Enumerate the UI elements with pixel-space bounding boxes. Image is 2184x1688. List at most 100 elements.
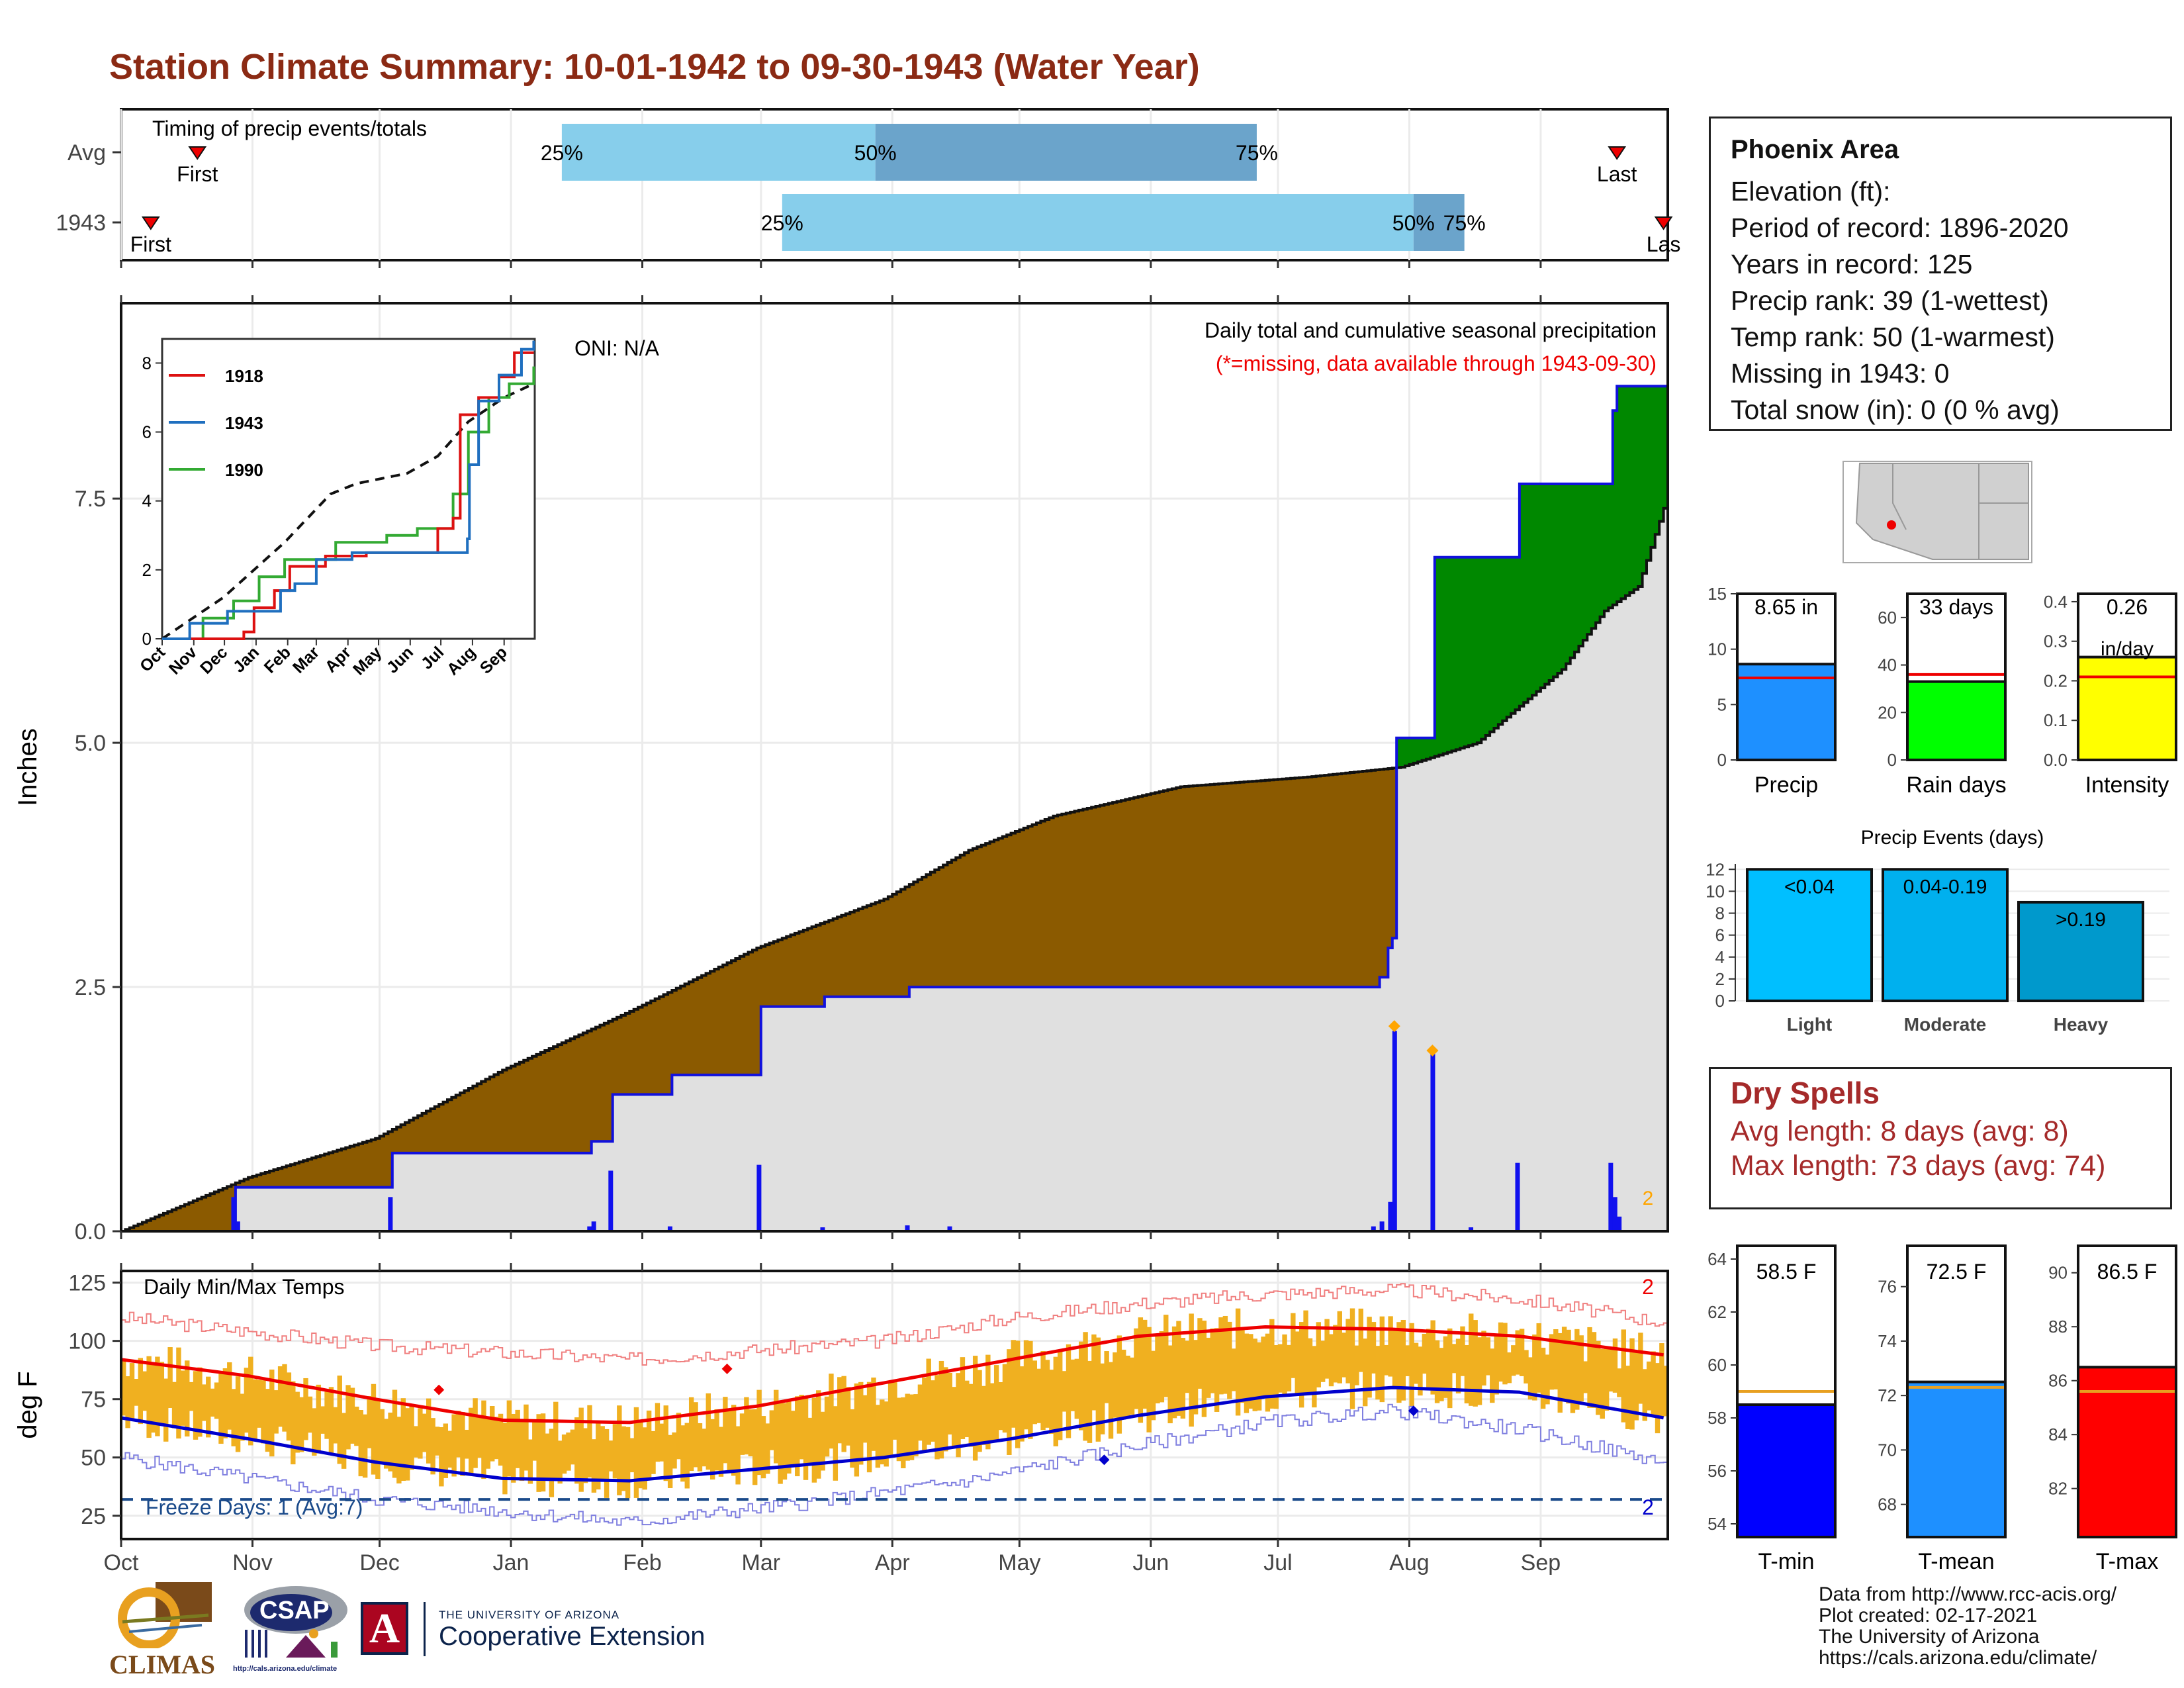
daily-temp-range bbox=[1298, 1322, 1304, 1408]
csap-url: http://cals.arizona.edu/climate bbox=[233, 1665, 338, 1673]
daily-temp-range bbox=[256, 1380, 262, 1428]
daily-temp-range bbox=[1388, 1316, 1393, 1377]
daily-temp-range bbox=[956, 1373, 961, 1458]
daily-temp-range bbox=[349, 1387, 355, 1444]
daily-temp-range bbox=[430, 1418, 435, 1475]
daily-temp-range bbox=[494, 1417, 499, 1460]
daily-temp-range bbox=[1286, 1344, 1292, 1392]
daily-temp-range bbox=[938, 1360, 944, 1459]
daily-temp-range bbox=[778, 1400, 783, 1484]
daily-temp-range bbox=[138, 1358, 144, 1425]
events-bar-label: >0.19 bbox=[2056, 909, 2106, 931]
daily-temp-range bbox=[960, 1357, 966, 1439]
daily-precip-bar bbox=[820, 1227, 825, 1231]
daily-temp-range bbox=[884, 1401, 889, 1467]
station-elevation: Elevation (ft): bbox=[1731, 176, 1891, 207]
daily-temp-range bbox=[1044, 1360, 1050, 1428]
first-event-label: First bbox=[177, 162, 218, 186]
month-label: Dec bbox=[359, 1550, 399, 1575]
daily-temp-range bbox=[905, 1393, 910, 1461]
month-label: Apr bbox=[875, 1550, 910, 1575]
daily-temp-range bbox=[523, 1404, 529, 1471]
daily-temp-range bbox=[646, 1410, 652, 1480]
daily-temp-range bbox=[477, 1417, 482, 1458]
daily-temp-range bbox=[1324, 1319, 1330, 1379]
inset-ytick-label: 4 bbox=[142, 491, 152, 511]
daily-temp-range bbox=[150, 1363, 156, 1433]
daily-temp-range bbox=[1210, 1328, 1215, 1393]
daily-temp-range bbox=[159, 1362, 165, 1425]
daily-temp-range bbox=[379, 1409, 385, 1464]
daily-temp-range bbox=[261, 1380, 266, 1444]
daily-temp-range bbox=[866, 1382, 872, 1473]
inset-legend-label: 1943 bbox=[225, 413, 263, 433]
daily-temp-range bbox=[566, 1432, 571, 1471]
mini-ytick-label: 0 bbox=[1717, 750, 1727, 770]
mini-ytick-label: 60 bbox=[1878, 608, 1897, 628]
daily-temp-range bbox=[227, 1362, 232, 1430]
daily-temp-range bbox=[1328, 1334, 1334, 1387]
daily-precip-bar bbox=[1608, 1162, 1614, 1231]
tbar-ytick-label: 56 bbox=[1707, 1461, 1727, 1481]
daily-temp-range bbox=[142, 1371, 148, 1411]
station-period: Period of record: 1896-2020 bbox=[1731, 212, 2069, 243]
tmin-bottom-marker: 2 bbox=[1642, 1495, 1654, 1519]
daily-temp-range bbox=[498, 1413, 504, 1466]
daily-temp-range bbox=[1248, 1334, 1253, 1409]
daily-temp-range bbox=[845, 1387, 851, 1446]
month-label: Oct bbox=[104, 1550, 139, 1575]
daily-precip-bar bbox=[1430, 1050, 1435, 1231]
temp-panel-label: Daily Min/Max Temps bbox=[144, 1275, 344, 1299]
mini-ytick-label: 0.1 bbox=[2044, 710, 2068, 730]
daily-temp-range bbox=[1015, 1340, 1021, 1448]
daily-precip-bar bbox=[1379, 1221, 1385, 1231]
daily-temp-range bbox=[1596, 1340, 1601, 1415]
daily-temp-range bbox=[1358, 1308, 1364, 1372]
daily-temp-range bbox=[774, 1389, 779, 1464]
daily-temp-range bbox=[176, 1347, 181, 1439]
daily-temp-range bbox=[744, 1397, 749, 1455]
daily-temp-range bbox=[723, 1397, 728, 1464]
daily-temp-range bbox=[1422, 1333, 1428, 1374]
daily-temp-range bbox=[667, 1434, 673, 1488]
daily-temp-range bbox=[333, 1407, 338, 1444]
tbar-frame bbox=[1736, 1244, 1837, 1538]
credits: Data from http://www.rcc-acis.org/ Plot … bbox=[1819, 1584, 2116, 1669]
tmax-record-line bbox=[121, 1283, 1668, 1366]
main-ytick-label: 7.5 bbox=[75, 487, 106, 512]
daily-temp-range bbox=[1100, 1363, 1105, 1434]
daily-precip-bar bbox=[591, 1221, 596, 1231]
tbar-name: T-mean bbox=[1918, 1549, 1994, 1574]
daily-temp-range bbox=[134, 1379, 139, 1406]
temp-record-marker bbox=[1408, 1405, 1419, 1417]
timing-panel-label: Timing of precip events/totals bbox=[152, 117, 427, 140]
daily-temp-range bbox=[1193, 1340, 1199, 1415]
daily-temp-range bbox=[951, 1387, 957, 1448]
mini-frame bbox=[2077, 592, 2177, 761]
daily-temp-range bbox=[625, 1427, 631, 1499]
daily-temp-range bbox=[252, 1379, 257, 1440]
tbar-ytick-label: 58 bbox=[1707, 1408, 1727, 1428]
daily-temp-range bbox=[1155, 1335, 1160, 1404]
temp-ytick-label: 100 bbox=[68, 1329, 106, 1354]
daily-temp-range bbox=[1439, 1348, 1444, 1401]
daily-temp-range bbox=[1617, 1368, 1622, 1397]
daily-temp-range bbox=[748, 1409, 754, 1457]
events-bar-light bbox=[1746, 868, 1873, 1003]
x-axis-months: Oct Nov Dec Jan Feb Mar Apr May Jun Jul Aug Sep bbox=[104, 1550, 1561, 1575]
daily-temp-range bbox=[604, 1429, 610, 1498]
daily-temp-range bbox=[1095, 1337, 1101, 1442]
timing-pct-label: 75% bbox=[1236, 141, 1278, 165]
daily-temp-range bbox=[591, 1439, 597, 1493]
temp-ytick-label: 125 bbox=[68, 1271, 106, 1296]
daily-temp-range bbox=[790, 1411, 796, 1466]
daily-temp-range bbox=[1655, 1363, 1661, 1434]
daily-temp-range bbox=[909, 1394, 915, 1460]
events-title: Precip Events (days) bbox=[1861, 827, 2044, 849]
daily-temp-range bbox=[1337, 1311, 1342, 1383]
daily-temp-range bbox=[214, 1382, 220, 1419]
daily-temp-range bbox=[1608, 1348, 1614, 1392]
daily-precip-bar bbox=[1469, 1227, 1474, 1231]
missing-note: (*=missing, data available through 1943-… bbox=[1216, 352, 1657, 375]
daily-temp-range bbox=[854, 1383, 860, 1477]
